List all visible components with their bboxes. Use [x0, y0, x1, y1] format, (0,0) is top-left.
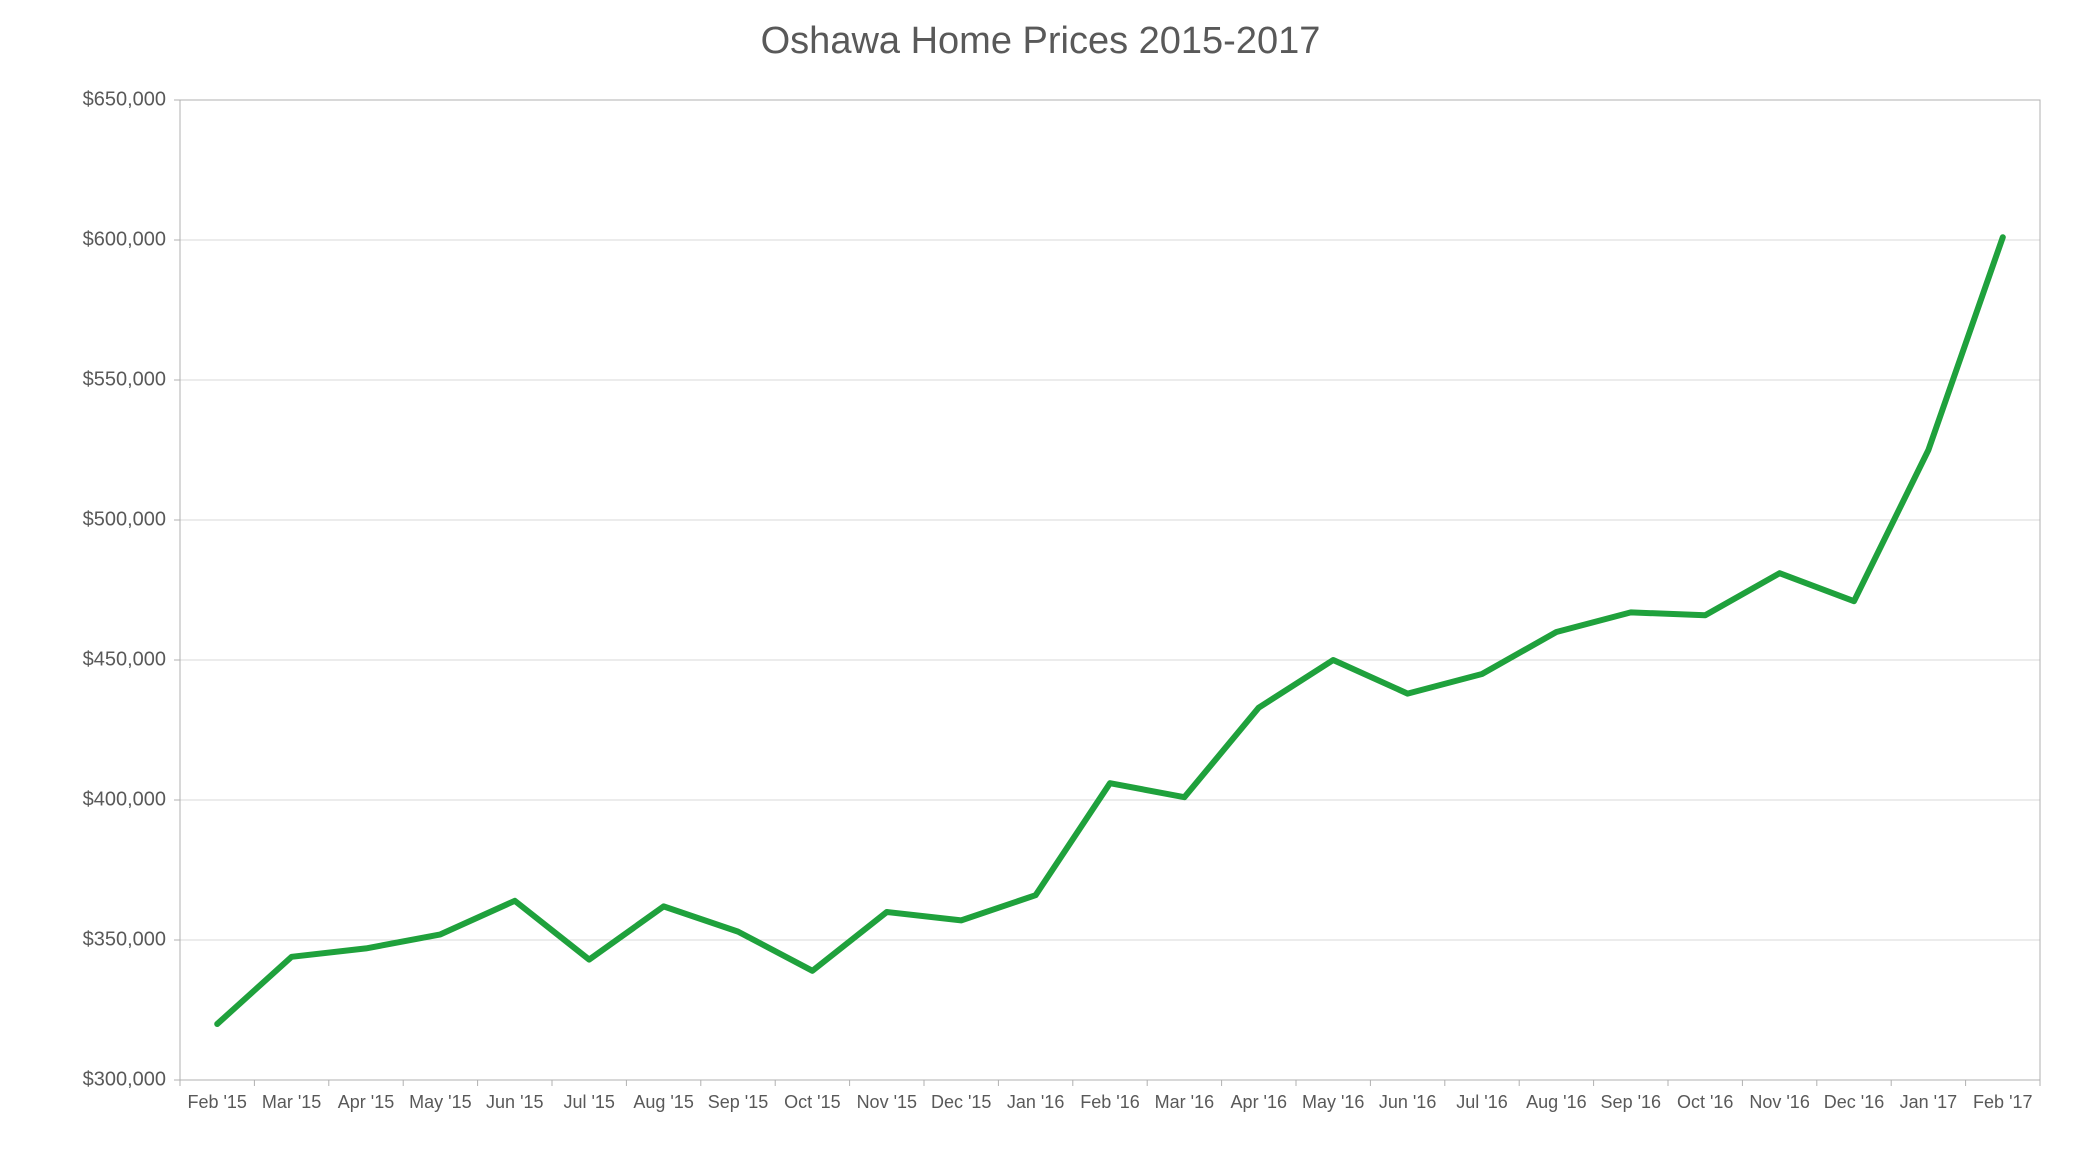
y-axis: $300,000 $350,000 $400,000 $450,000 $500,000… [83, 88, 180, 1090]
x-tick-label: Feb '17 [1973, 1092, 2032, 1112]
x-tick-label: Nov '16 [1749, 1092, 1809, 1112]
x-tick-label: Jul '15 [563, 1092, 614, 1112]
x-tick-label: Jun '15 [486, 1092, 543, 1112]
x-tick-label: Feb '15 [187, 1092, 246, 1112]
x-tick-label: Sep '16 [1601, 1092, 1662, 1112]
x-tick-label: Oct '15 [784, 1092, 840, 1112]
x-tick-label: Feb '16 [1080, 1092, 1139, 1112]
x-tick-label: Jul '16 [1456, 1092, 1507, 1112]
y-tick-label: $450,000 [83, 648, 166, 670]
x-tick-label: Jun '16 [1379, 1092, 1436, 1112]
x-tick-label: Oct '16 [1677, 1092, 1733, 1112]
x-tick-label: May '15 [409, 1092, 471, 1112]
x-tick-label: Jan '16 [1007, 1092, 1064, 1112]
y-tick-label: $350,000 [83, 928, 166, 950]
y-tick-label: $600,000 [83, 228, 166, 250]
plot-border [180, 100, 2040, 1080]
y-tick-label: $400,000 [83, 788, 166, 810]
x-tick-label: Jan '17 [1900, 1092, 1957, 1112]
x-tick-label: Aug '15 [633, 1092, 694, 1112]
x-tick-label: Mar '15 [262, 1092, 321, 1112]
gridlines [180, 100, 2040, 940]
y-tick-label: $300,000 [83, 1068, 166, 1090]
y-tick-label: $650,000 [83, 88, 166, 110]
x-axis: Feb '15 Mar '15 Apr '15 May '15 Jun '15 Jul '… [180, 1080, 2040, 1112]
x-tick-label: Mar '16 [1155, 1092, 1214, 1112]
x-tick-label: Dec '16 [1824, 1092, 1884, 1112]
y-tick-label: $500,000 [83, 508, 166, 530]
x-tick-label: Sep '15 [708, 1092, 769, 1112]
price-series-line [217, 237, 2003, 1024]
x-tick-label: Apr '15 [338, 1092, 394, 1112]
x-tick-label: Aug '16 [1526, 1092, 1587, 1112]
x-tick-label: May '16 [1302, 1092, 1364, 1112]
x-tick-label: Apr '16 [1231, 1092, 1287, 1112]
y-tick-label: $550,000 [83, 368, 166, 390]
chart-title: Oshawa Home Prices 2015-2017 [0, 20, 2081, 63]
line-chart: $300,000 $350,000 $400,000 $450,000 $500,000… [0, 0, 2081, 1160]
x-tick-label: Nov '15 [857, 1092, 917, 1112]
chart-container: Oshawa Home Prices 2015-2017 $300,000 $35… [0, 0, 2081, 1160]
x-tick-label: Dec '15 [931, 1092, 991, 1112]
